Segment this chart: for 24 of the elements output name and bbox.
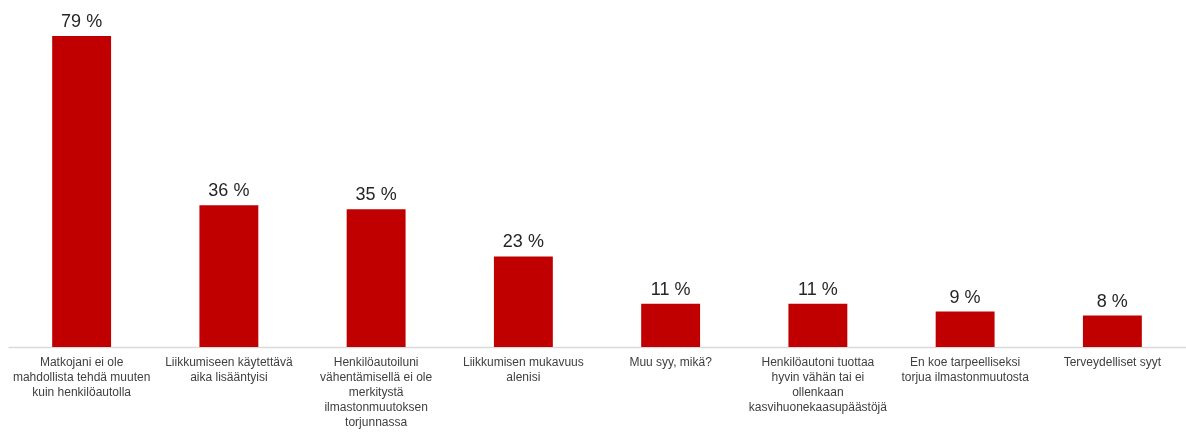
data-label: 11 % [650,278,691,299]
x-tick-label: Matkojani ei ole mahdollista tehdä muuten kuin henkilöautolla [12,354,151,399]
bar [788,303,848,347]
x-tick-label: Terveydelliset syyt [1063,354,1162,369]
x-tick-label: Liikkumisen mukavuus alenisi [463,354,584,384]
bar [493,256,553,347]
bar [641,303,701,347]
bar [346,209,406,347]
x-tick-label: Henkilöautoiluni vähentämisellä ei ole merkitystä ilmastonmuutoksen torjunnassa [320,354,433,429]
data-label: 11 % [798,278,838,299]
data-label: 23 % [502,231,544,252]
bar [1082,315,1142,347]
data-label: 9 % [949,286,981,307]
bar [935,311,995,347]
bar [199,205,259,347]
x-tick-label: Henkilöautoni tuottaa hyvin vähän tai ei ollenkaan kasvihuonekaasupäästöjä [748,354,888,414]
x-tick-label: En koe tarpeelliseksi torjua ilmastonmuutosta [901,354,1030,384]
x-tick-label: Muu syy, mikä? [629,354,713,369]
bar [52,36,112,347]
data-label: 8 % [1096,290,1128,311]
data-label: 35 % [355,184,397,205]
data-label: 79 % [61,11,103,31]
data-label: 36 % [208,180,250,201]
x-tick-label: Liikkumiseen käytettävä aika lisääntyisi [165,354,293,384]
